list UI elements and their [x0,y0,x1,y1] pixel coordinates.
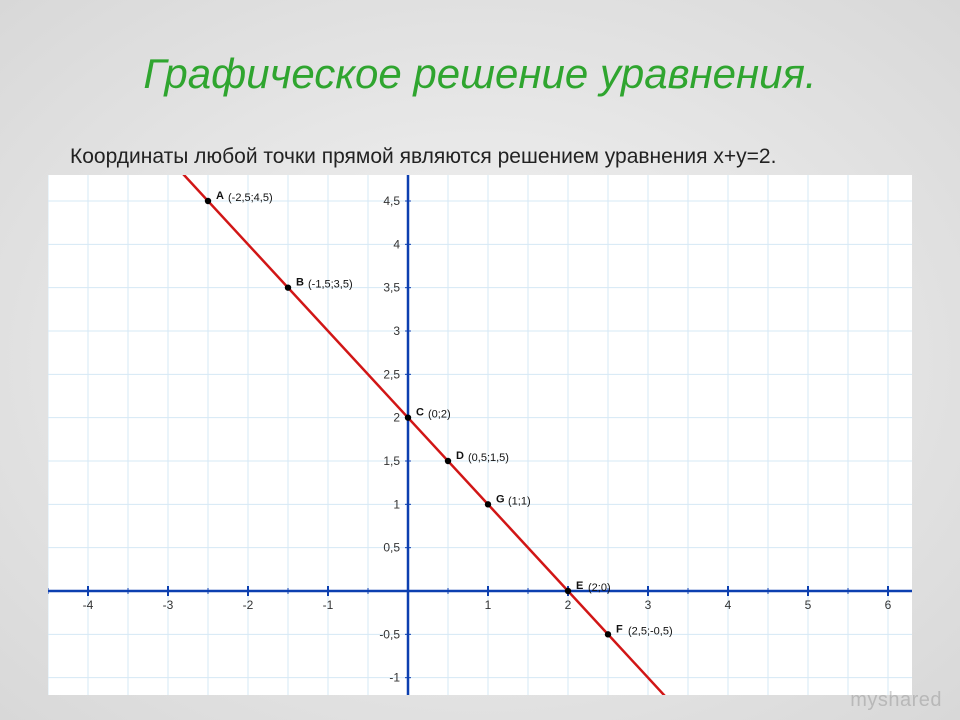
page-title: Графическое решение уравнения. [0,50,960,98]
svg-text:5: 5 [805,598,812,612]
svg-text:-0,5: -0,5 [379,627,400,641]
svg-text:3: 3 [393,324,400,338]
svg-text:1,5: 1,5 [383,454,400,468]
svg-text:3: 3 [645,598,652,612]
svg-text:1: 1 [485,598,492,612]
svg-text:6: 6 [885,598,892,612]
svg-text:C: C [416,407,424,419]
svg-text:G: G [496,493,505,505]
slide: Графическое решение уравнения. Координат… [0,0,960,720]
svg-text:-1: -1 [323,598,334,612]
chart-area: -4 -3 -2 -1 1 2 3 4 5 6 -1 -0,5 0,5 1 1,5 2 2,5 3 3,5 4 4,5 A… [48,175,912,695]
svg-text:0,5: 0,5 [383,541,400,555]
svg-text:(2;0): (2;0) [588,582,611,594]
svg-text:(1;1): (1;1) [508,495,531,507]
svg-text:(-2,5;4,5): (-2,5;4,5) [228,192,273,204]
watermark: myshared [850,689,942,712]
svg-text:(2,5;-0,5): (2,5;-0,5) [628,625,673,637]
svg-text:B: B [296,277,304,289]
svg-text:4: 4 [393,237,400,251]
svg-text:(0,5;1,5): (0,5;1,5) [468,452,509,464]
svg-text:4: 4 [725,598,732,612]
svg-text:2,5: 2,5 [383,367,400,381]
svg-text:A: A [216,190,224,202]
svg-text:-1: -1 [389,671,400,685]
svg-text:(0;2): (0;2) [428,409,451,421]
svg-text:-3: -3 [163,598,174,612]
svg-text:2: 2 [393,411,400,425]
svg-text:2: 2 [565,598,572,612]
svg-text:F: F [616,623,623,635]
svg-text:1: 1 [393,497,400,511]
svg-text:-2: -2 [243,598,254,612]
svg-text:-4: -4 [83,598,94,612]
svg-text:3,5: 3,5 [383,281,400,295]
svg-text:E: E [576,580,583,592]
svg-text:D: D [456,450,464,462]
svg-text:4,5: 4,5 [383,194,400,208]
svg-text:(-1,5;3,5): (-1,5;3,5) [308,279,353,291]
line-chart: -4 -3 -2 -1 1 2 3 4 5 6 -1 -0,5 0,5 1 1,5 2 2,5 3 3,5 4 4,5 A… [48,175,912,695]
page-subtitle: Координаты любой точки прямой являются р… [70,145,776,169]
